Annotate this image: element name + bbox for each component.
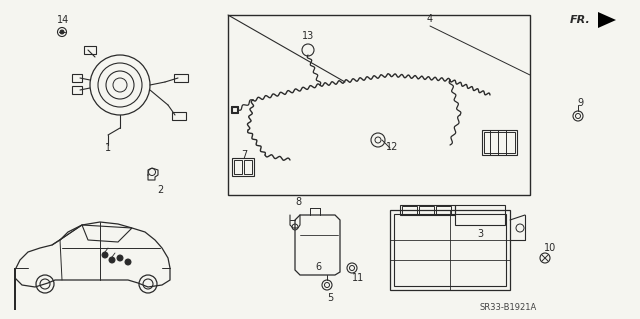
Bar: [232, 158, 254, 176]
Text: 7: 7: [241, 150, 247, 160]
Circle shape: [125, 259, 131, 265]
Polygon shape: [598, 12, 616, 28]
Text: 3: 3: [477, 229, 483, 239]
Bar: [402, 206, 417, 214]
Bar: [482, 130, 517, 155]
Bar: [228, 15, 530, 195]
Text: 5: 5: [327, 293, 333, 303]
Text: 13: 13: [302, 31, 314, 41]
Text: 12: 12: [386, 142, 398, 152]
Bar: [84, 46, 96, 54]
Bar: [174, 74, 188, 82]
Bar: [390, 210, 510, 290]
Circle shape: [117, 255, 123, 261]
Text: 4: 4: [427, 14, 433, 24]
Bar: [172, 112, 186, 120]
Text: FR.: FR.: [570, 15, 590, 25]
Text: 10: 10: [544, 243, 556, 253]
Text: SR33-B1921A: SR33-B1921A: [480, 303, 537, 313]
Circle shape: [109, 257, 115, 263]
Text: 6: 6: [315, 262, 321, 272]
Bar: [72, 86, 82, 94]
Bar: [72, 74, 82, 82]
Text: 14: 14: [57, 15, 69, 25]
Bar: [400, 205, 455, 215]
Bar: [394, 214, 506, 286]
Text: 1: 1: [105, 143, 111, 153]
Bar: [455, 205, 505, 225]
Text: 2: 2: [157, 185, 163, 195]
Circle shape: [102, 252, 108, 258]
Bar: [419, 206, 434, 214]
Bar: [484, 132, 515, 153]
Text: 8: 8: [295, 197, 301, 207]
Circle shape: [60, 30, 64, 34]
Text: 11: 11: [352, 273, 364, 283]
Bar: [234, 160, 242, 174]
Bar: [436, 206, 451, 214]
Text: 9: 9: [577, 98, 583, 108]
Bar: [244, 160, 252, 174]
